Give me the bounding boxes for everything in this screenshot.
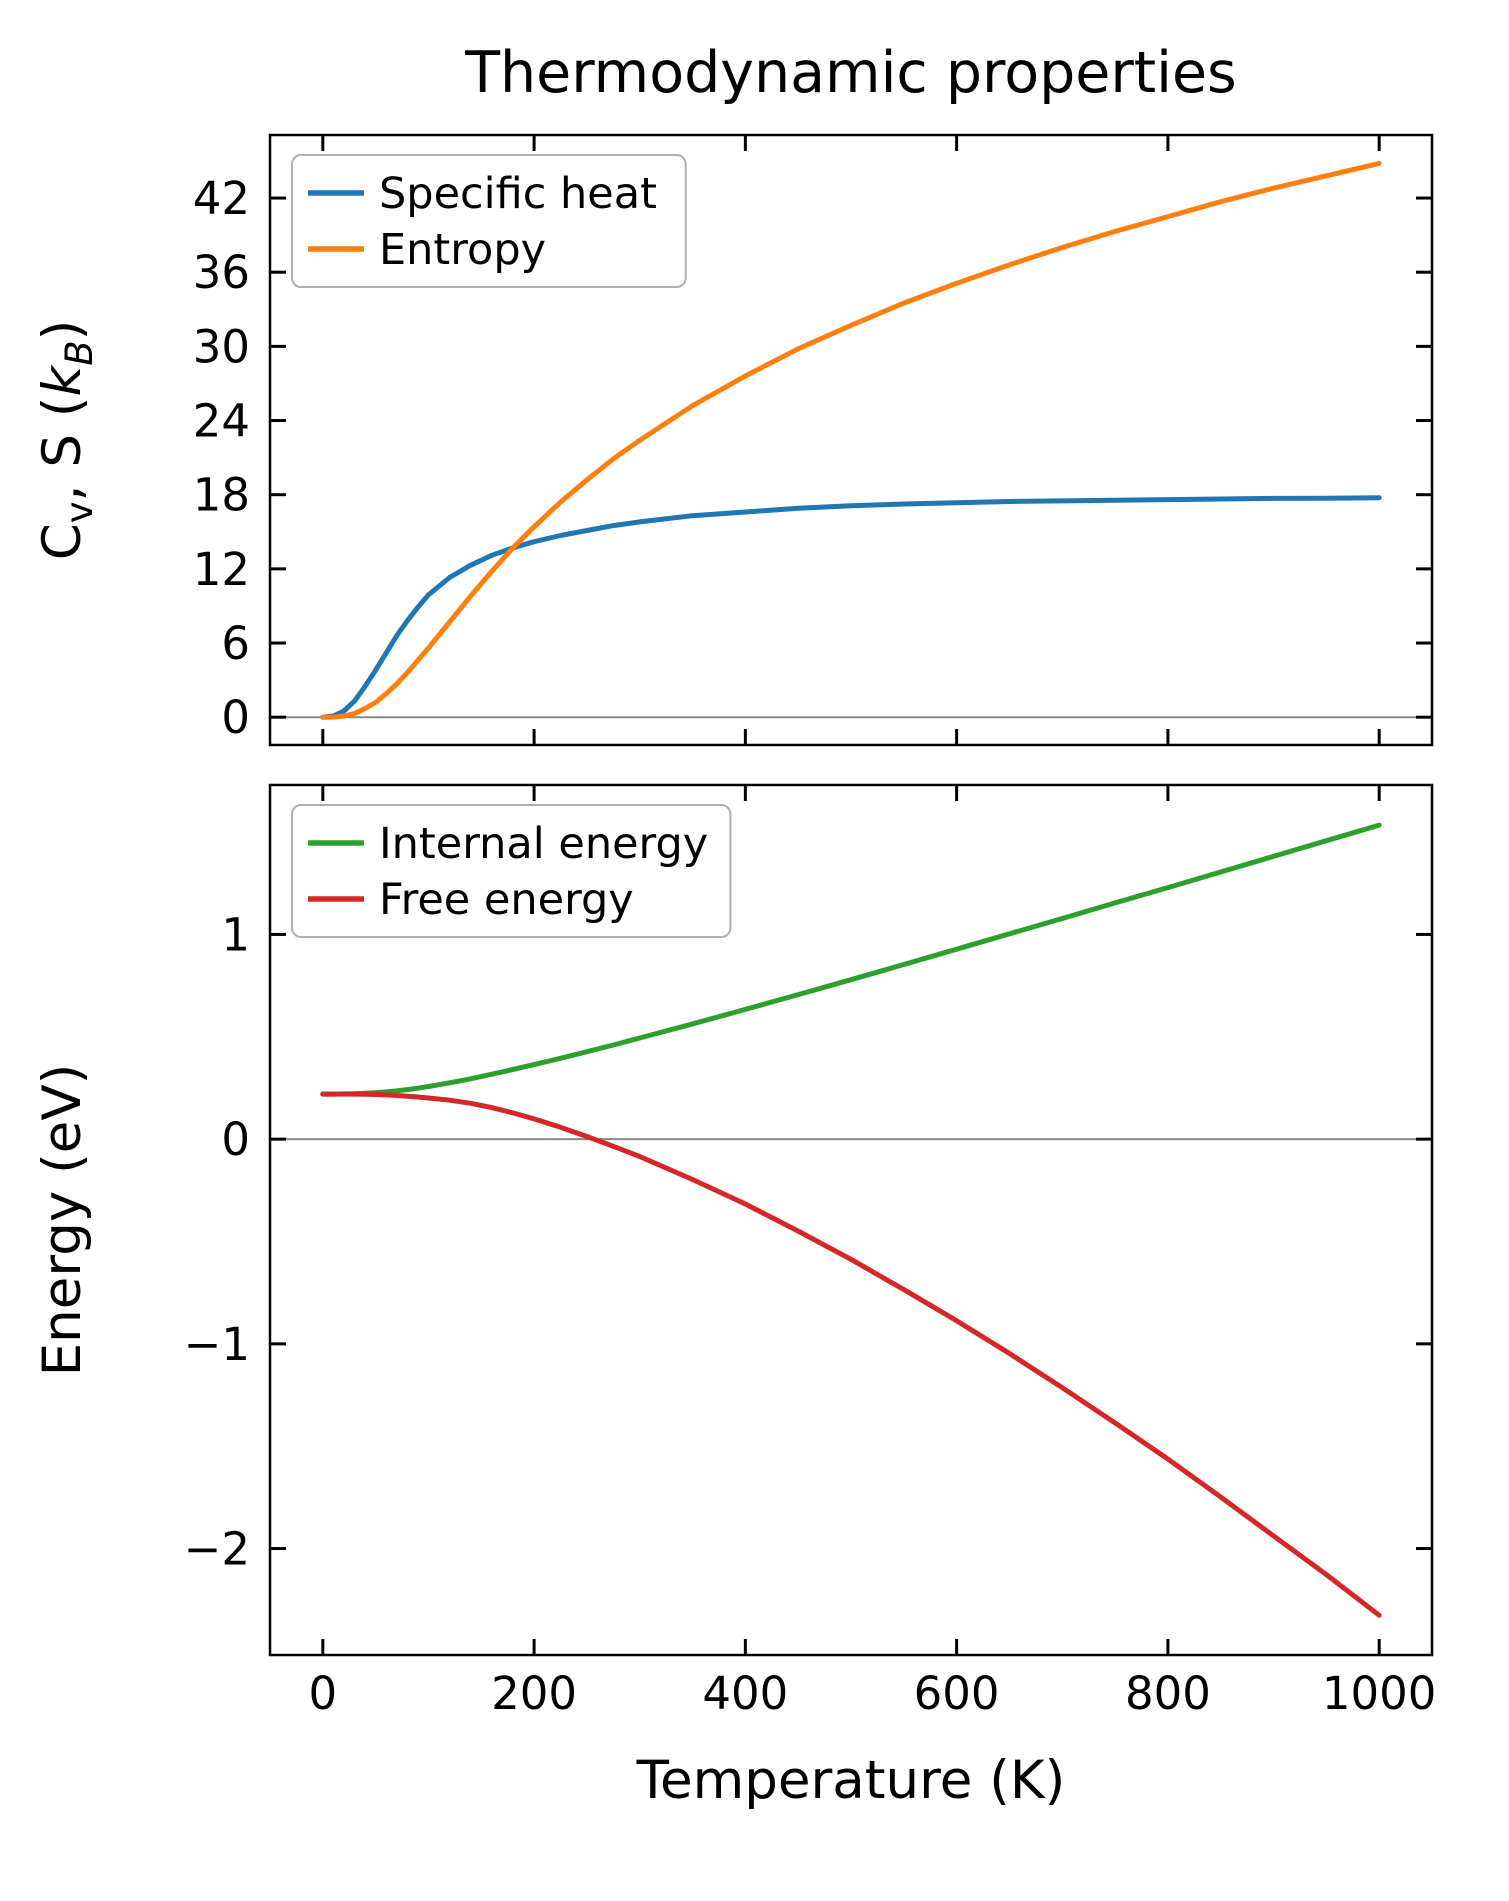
y-axis-label-top: Cv, S (kB) — [32, 320, 101, 561]
legend-label: Entropy — [379, 225, 546, 275]
subplot-1: 0 6 12 18 24 30 36 42 Cv, S (kB) Specific heat Ent… — [32, 133, 1434, 747]
subplot-2: 0 200 400 600 800 1000 −2 −1 0 1 Energy (eV) Intern… — [32, 783, 1437, 1720]
y-tick-label: 24 — [193, 395, 250, 448]
y-tick-label: 1 — [221, 908, 250, 961]
legend-box — [291, 804, 732, 938]
legend: Specific heat Entropy — [291, 154, 687, 288]
y-tick-label: 30 — [193, 320, 250, 373]
y-tick-label: 12 — [193, 543, 250, 596]
x-tick-label: 1000 — [1322, 1667, 1437, 1720]
y-axis-label-bottom: Energy (eV) — [32, 1064, 93, 1377]
x-axis-label: Temperature (K) — [636, 1750, 1066, 1811]
x-tick-label: 400 — [702, 1667, 788, 1720]
y-tick-label: 0 — [221, 1113, 250, 1166]
y-tick-label: −2 — [184, 1523, 250, 1576]
x-tick-label: 800 — [1125, 1667, 1211, 1720]
series-line-entropy — [320, 160, 1382, 720]
axes-frame — [268, 133, 1434, 747]
y-tick-label: 18 — [193, 469, 250, 522]
legend-item-internal-energy: Internal energy — [308, 819, 708, 869]
axes-frame — [268, 783, 1434, 1657]
legend-item-free-energy: Free energy — [308, 875, 634, 925]
y-tick-label: 42 — [193, 172, 250, 225]
legend-label: Internal energy — [379, 819, 708, 869]
y-tick-label: 0 — [221, 691, 250, 744]
chart-title: Thermodynamic properties — [465, 40, 1237, 106]
legend-item-specific-heat: Specific heat — [308, 169, 657, 219]
legend-label: Free energy — [379, 875, 634, 925]
y-tick-label: −1 — [184, 1318, 250, 1371]
x-tick-label: 600 — [914, 1667, 1000, 1720]
series-line-free-energy — [320, 1091, 1382, 1618]
legend-label: Specific heat — [379, 169, 657, 219]
y-tick-label: 36 — [193, 246, 250, 299]
y-tick-label: 6 — [221, 617, 250, 670]
legend-item-entropy: Entropy — [308, 225, 546, 275]
legend-box — [291, 154, 687, 288]
x-tick-label: 0 — [308, 1667, 337, 1720]
legend: Internal energy Free energy — [291, 804, 732, 938]
x-tick-label: 200 — [491, 1667, 577, 1720]
series-line-specific-heat — [320, 495, 1382, 720]
